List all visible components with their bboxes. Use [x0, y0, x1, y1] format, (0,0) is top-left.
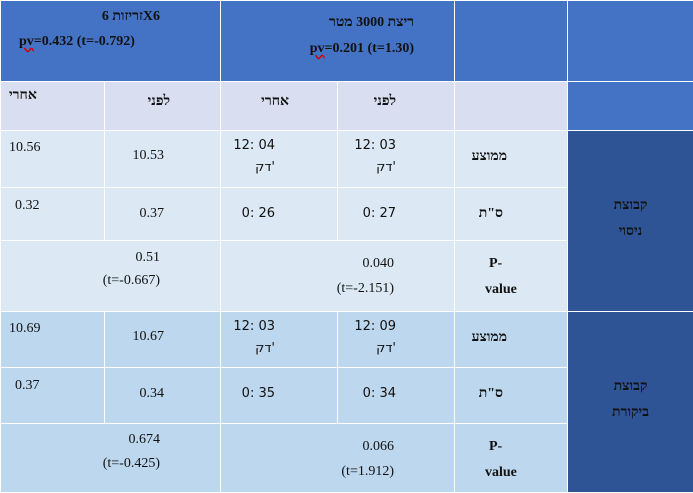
- row-label-ctl-mean: ממוצע: [455, 312, 568, 368]
- table-row-exp-sd-run-before: 0: 27: [338, 188, 455, 241]
- table-row-exp-pvalue-sprint: 0.51 (t=-0.667): [1, 241, 221, 312]
- table-row-exp-sd-sprint-after: 0.32: [1, 188, 105, 241]
- subheader-blank-label: [455, 82, 568, 131]
- table-row-exp-sd-run-after: 0: 26: [221, 188, 338, 241]
- run-before-header: לפני: [338, 82, 455, 131]
- subheader-blank-side: [568, 82, 693, 131]
- table-row-exp-mean-sprint-before: 10.53: [105, 131, 221, 188]
- table-row-exp-mean-run-before: 12: 03 דק': [338, 131, 455, 188]
- table-row-ctl-sd-sprint-after: 0.37: [1, 368, 105, 424]
- table-row-ctl-sd-run-after: 0: 35: [221, 368, 338, 424]
- run-pv: pv=0.201 (t=1.30): [310, 41, 414, 57]
- table-row-ctl-mean-run-before: 12: 09 דק': [338, 312, 455, 368]
- header-blank-label: [455, 1, 568, 82]
- table-row-exp-mean-run-after: 12: 04 דק': [221, 131, 338, 188]
- table-row-ctl-pvalue-run: 0.066 (t=1.912): [221, 424, 455, 493]
- table-row-ctl-mean-sprint-before: 10.67: [105, 312, 221, 368]
- sprint-header: זריזות 6X6 pv=0.432 (t=-0.792): [1, 1, 221, 82]
- table-row-exp-sd-sprint-before: 0.37: [105, 188, 221, 241]
- run-title: ריצת 3000 מטר: [329, 15, 414, 31]
- table-row-ctl-pvalue-sprint: 0.674 (t=-0.425): [1, 424, 221, 493]
- sprint-title: זריזות 6X6: [102, 9, 160, 25]
- table-row-ctl-sd-run-before: 0: 34: [338, 368, 455, 424]
- sprint-after-header: אחרי: [1, 82, 105, 131]
- table-row-ctl-mean-sprint-after: 10.69: [1, 312, 105, 368]
- table-row-exp-mean-sprint-after: 10.56: [1, 131, 105, 188]
- header-blank-side: [568, 1, 693, 82]
- run-after-header: אחרי: [221, 82, 338, 131]
- row-label-ctl-sd: ס"ת: [455, 368, 568, 424]
- sprint-pv: pv=0.432 (t=-0.792): [19, 34, 135, 50]
- row-label-exp-sd: ס"ת: [455, 188, 568, 241]
- group-label-control: קבוצת ביקורת: [568, 312, 693, 493]
- row-label-exp-pvalue: P- value: [455, 241, 568, 312]
- row-label-exp-mean: ממוצע: [455, 131, 568, 188]
- table-row-exp-pvalue-run: 0.040 (t=-2.151): [221, 241, 455, 312]
- row-label-ctl-pvalue: P- value: [455, 424, 568, 493]
- group-label-experiment: קבוצת ניסוי: [568, 131, 693, 312]
- table-row-ctl-mean-run-after: 12: 03 דק': [221, 312, 338, 368]
- table-row-ctl-sd-sprint-before: 0.34: [105, 368, 221, 424]
- run-header: ריצת 3000 מטר pv=0.201 (t=1.30): [221, 1, 455, 82]
- sprint-before-header: לפני: [105, 82, 221, 131]
